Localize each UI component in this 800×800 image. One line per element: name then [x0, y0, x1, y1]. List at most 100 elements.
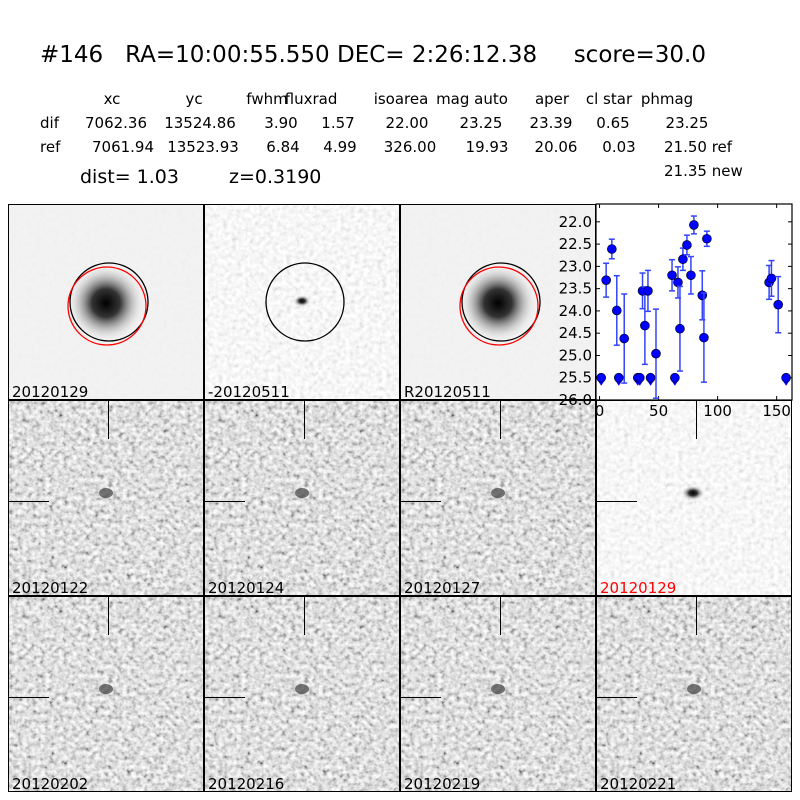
column-header: fluxrad	[284, 90, 338, 108]
thumbnail-date-label: -20120511	[208, 383, 290, 400]
thumbnail-20120127: 20120127	[400, 400, 596, 596]
score: score=30.0	[573, 42, 706, 68]
thumbnail-date-label: 20120216	[208, 775, 285, 792]
candidate-id: #146	[40, 42, 104, 68]
crosshair-horizontal	[9, 501, 49, 502]
table-cell: 19.93	[465, 138, 509, 156]
column-header: fwhm	[246, 90, 288, 108]
ref-aperture-circle	[459, 266, 539, 346]
thumbnail-date-label: 20120129	[600, 579, 677, 596]
y-tick-label: 25.0	[559, 346, 592, 364]
y-tick-label: 26.0	[559, 391, 592, 409]
upper-limit-point	[635, 372, 645, 383]
upper-limit-point	[645, 372, 656, 383]
column-header: xc	[103, 90, 121, 108]
thumbnail-date-label: 20120129	[12, 383, 89, 400]
crosshair-vertical	[500, 597, 501, 635]
crosshair-vertical	[108, 401, 109, 439]
data-point	[640, 320, 650, 331]
data-point	[673, 277, 683, 288]
y-tick-label: 23.0	[559, 257, 592, 275]
data-point	[686, 270, 696, 281]
crosshair-horizontal	[205, 697, 245, 698]
table-cell: 20.06	[534, 138, 578, 156]
column-header: aper	[534, 90, 570, 108]
y-tick-label: 25.5	[559, 369, 592, 387]
x-tick-label: 100	[703, 402, 732, 420]
thumbnail--20120511: -20120511	[204, 204, 400, 400]
thumbnail-20120122: 20120122	[8, 400, 204, 596]
thumbnail-20120202: 20120202	[8, 596, 204, 792]
upper-limit-point	[596, 372, 606, 383]
table-cell: 7061.94	[91, 138, 155, 156]
plot-frame	[595, 203, 793, 401]
data-point	[699, 332, 709, 343]
thumbnail-date-label: 20120219	[404, 775, 481, 792]
row-label: ref	[40, 138, 61, 156]
crosshair-vertical	[108, 597, 109, 635]
x-tick-label: 0	[595, 402, 605, 420]
crosshair-horizontal	[597, 501, 637, 502]
thumbnail-date-label: R20120511	[404, 383, 491, 400]
lightcurve-plot: 22.0 22.5 23.0 23.5 24.0 24.5 25.0 25.5 26.00 50 1…	[559, 203, 793, 420]
redshift: z=0.3190	[229, 166, 322, 188]
thumbnail-R20120511: R20120511	[400, 204, 596, 400]
crosshair-vertical	[696, 401, 697, 439]
thumbnail-date-label: 20120202	[12, 775, 89, 792]
table-cell: 23.25	[459, 114, 503, 132]
thumbnail-date-label: 20120122	[12, 579, 89, 596]
data-point	[678, 254, 688, 265]
crosshair-horizontal	[205, 501, 245, 502]
table-cell: 13523.93	[167, 138, 239, 156]
x-tick-label: 50	[649, 402, 668, 420]
data-point	[689, 220, 699, 230]
crosshair-horizontal	[597, 697, 637, 698]
thumbnail-20120129: 20120129	[596, 400, 792, 596]
table-cell: 13524.86	[164, 114, 236, 132]
data-point	[702, 233, 712, 244]
table-cell: 22.00	[385, 114, 429, 132]
data-point	[643, 286, 653, 296]
ref-aperture-circle	[67, 266, 147, 346]
table-cell: 3.90	[264, 114, 298, 132]
crosshair-horizontal	[401, 697, 441, 698]
table-cell: 23.39	[529, 114, 573, 132]
crosshair-vertical	[304, 401, 305, 439]
data-point	[682, 240, 692, 250]
crosshair-horizontal	[401, 501, 441, 502]
data-point	[766, 273, 777, 284]
crosshair-vertical	[696, 597, 697, 635]
thumbnail-20120219: 20120219	[400, 596, 596, 792]
y-tick-label: 23.5	[559, 280, 592, 298]
data-point	[667, 270, 677, 281]
table-cell: 1.57	[321, 114, 355, 132]
dist: dist= 1.03	[80, 166, 179, 188]
column-header: mag auto	[436, 90, 508, 108]
table-cell: 0.65	[596, 114, 630, 132]
table-cell: 0.03	[602, 138, 636, 156]
table-cell: 21.50 ref	[664, 138, 733, 156]
aperture-circle	[265, 262, 345, 342]
crosshair-horizontal	[9, 697, 49, 698]
upper-limit-point	[613, 372, 624, 383]
table-cell: 4.99	[323, 138, 357, 156]
candidate-title: #146 RA=10:00:55.550 DEC= 2:26:12.38 sco…	[40, 42, 706, 68]
data-point	[619, 333, 630, 344]
row-label: dif	[40, 114, 59, 132]
aperture-circle	[69, 262, 149, 342]
data-point	[651, 348, 661, 359]
y-tick-label: 24.0	[559, 302, 592, 320]
aperture-circle	[461, 262, 541, 342]
data-point	[697, 290, 708, 301]
upper-limit-point	[670, 372, 680, 383]
ra: RA=10:00:55.550	[125, 42, 330, 68]
dec: DEC= 2:26:12.38	[337, 42, 538, 68]
data-point	[675, 323, 685, 334]
table-cell: 326.00	[383, 138, 437, 156]
phmag-new: 21.35 new	[664, 162, 743, 180]
column-header: cl star	[585, 90, 633, 108]
data-point	[607, 244, 617, 254]
x-tick-label: 150	[762, 402, 791, 420]
thumbnail-20120129: 20120129	[8, 204, 204, 400]
data-point	[773, 299, 783, 310]
